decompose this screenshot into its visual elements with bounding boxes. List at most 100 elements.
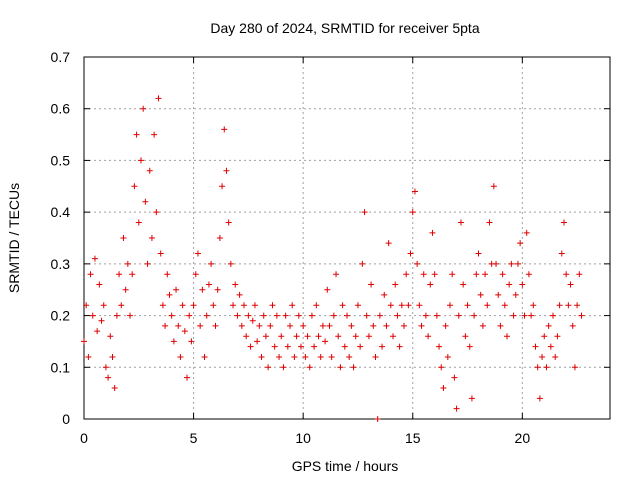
data-point <box>230 302 237 309</box>
data-point <box>550 312 557 319</box>
data-point <box>563 271 570 278</box>
data-point <box>199 286 206 293</box>
data-point <box>425 333 432 340</box>
data-point <box>429 229 436 236</box>
data-point <box>324 286 331 293</box>
data-point <box>313 302 320 309</box>
data-point <box>205 281 212 288</box>
data-point <box>486 219 493 226</box>
data-point <box>528 312 535 319</box>
data-point <box>457 219 464 226</box>
data-point <box>552 353 559 360</box>
data-point <box>532 343 539 350</box>
data-point <box>407 250 414 257</box>
data-point <box>300 322 307 329</box>
data-point <box>394 312 401 319</box>
data-point <box>153 209 160 216</box>
data-point <box>427 281 434 288</box>
data-point <box>403 271 410 278</box>
data-point <box>127 312 134 319</box>
data-point <box>523 229 530 236</box>
data-point <box>102 364 109 371</box>
data-point <box>188 338 195 345</box>
data-point <box>190 302 197 309</box>
data-point <box>89 312 96 319</box>
plot-frame <box>83 56 611 420</box>
data-point <box>146 167 153 174</box>
data-point <box>493 260 500 267</box>
data-point <box>574 302 581 309</box>
y-tick-label: 0.1 <box>51 359 71 375</box>
data-point <box>308 312 315 319</box>
data-point <box>497 322 504 329</box>
data-point <box>135 219 142 226</box>
data-point <box>221 126 228 133</box>
data-point <box>534 364 541 371</box>
data-point <box>330 312 337 319</box>
data-point <box>475 250 482 257</box>
data-point <box>357 343 364 350</box>
data-point <box>462 333 469 340</box>
x-tick-label: 5 <box>190 430 198 446</box>
data-point <box>409 209 416 216</box>
data-point <box>94 328 101 335</box>
data-point <box>302 353 309 360</box>
data-point <box>197 322 204 329</box>
data-points <box>81 95 585 422</box>
x-axis-label: GPS time / hours <box>292 458 399 474</box>
data-point <box>501 302 508 309</box>
data-point <box>539 353 546 360</box>
data-point <box>431 271 438 278</box>
data-point <box>543 364 550 371</box>
data-point <box>468 395 475 402</box>
data-point <box>348 322 355 329</box>
data-point <box>547 343 554 350</box>
y-tick-label: 0.5 <box>51 152 71 168</box>
data-point <box>159 302 166 309</box>
x-tick-label: 0 <box>80 430 88 446</box>
data-point <box>83 302 90 309</box>
data-point <box>232 281 239 288</box>
data-point <box>151 131 158 138</box>
data-point <box>420 271 427 278</box>
data-point <box>214 286 221 293</box>
data-point <box>536 395 543 402</box>
data-point <box>194 250 201 257</box>
data-point <box>87 271 94 278</box>
data-point <box>100 302 107 309</box>
data-point <box>131 183 138 190</box>
data-point <box>521 312 528 319</box>
data-point <box>249 317 256 324</box>
data-point <box>368 281 375 288</box>
data-point <box>396 343 403 350</box>
data-point <box>162 322 169 329</box>
data-point <box>352 333 359 340</box>
data-point <box>289 302 296 309</box>
data-point <box>499 271 506 278</box>
data-point <box>359 260 366 267</box>
data-point <box>440 384 447 391</box>
data-point <box>210 302 217 309</box>
data-point <box>254 338 261 345</box>
data-point <box>545 322 552 329</box>
data-point <box>370 322 377 329</box>
data-point <box>107 333 114 340</box>
data-point <box>346 353 353 360</box>
data-point <box>168 312 175 319</box>
data-point <box>466 343 473 350</box>
data-point <box>280 364 287 371</box>
data-point <box>495 291 502 298</box>
data-point <box>236 291 243 298</box>
data-point <box>379 343 386 350</box>
data-point <box>260 312 267 319</box>
data-point <box>460 281 467 288</box>
data-point <box>142 198 149 205</box>
data-point <box>335 333 342 340</box>
y-tick-label: 0.7 <box>51 49 71 65</box>
data-point <box>284 343 291 350</box>
data-point <box>271 343 278 350</box>
data-point <box>414 260 421 267</box>
data-point <box>387 302 394 309</box>
data-point <box>506 281 513 288</box>
